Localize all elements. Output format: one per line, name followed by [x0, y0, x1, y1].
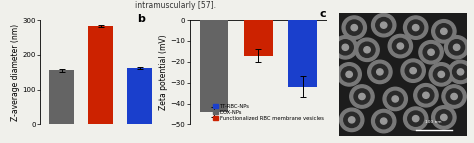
- Circle shape: [381, 118, 387, 124]
- Circle shape: [377, 69, 383, 75]
- Bar: [127, 68, 152, 124]
- Circle shape: [372, 13, 396, 37]
- Circle shape: [432, 20, 456, 43]
- Circle shape: [355, 38, 379, 61]
- Circle shape: [359, 93, 365, 100]
- Circle shape: [337, 63, 361, 86]
- Circle shape: [342, 16, 366, 39]
- Circle shape: [388, 34, 412, 58]
- Circle shape: [448, 60, 473, 84]
- Circle shape: [441, 114, 447, 120]
- Circle shape: [344, 112, 360, 128]
- Circle shape: [392, 96, 399, 102]
- Circle shape: [364, 47, 370, 53]
- Circle shape: [333, 36, 357, 59]
- Bar: [288, 20, 317, 87]
- Circle shape: [401, 59, 425, 82]
- Circle shape: [376, 113, 392, 129]
- Circle shape: [432, 106, 456, 129]
- Circle shape: [346, 71, 352, 78]
- Circle shape: [354, 89, 370, 104]
- Text: c: c: [319, 9, 326, 19]
- Bar: [244, 20, 273, 55]
- Circle shape: [350, 85, 374, 108]
- Circle shape: [436, 110, 452, 125]
- Circle shape: [412, 116, 419, 122]
- Circle shape: [453, 64, 468, 80]
- Circle shape: [359, 42, 375, 57]
- Circle shape: [351, 25, 357, 31]
- Circle shape: [445, 36, 469, 59]
- Circle shape: [403, 16, 428, 39]
- Circle shape: [339, 108, 364, 132]
- Circle shape: [397, 43, 403, 49]
- Circle shape: [457, 69, 464, 75]
- Bar: [49, 70, 74, 124]
- Legend: TT-RBC-NPs, DOX-NPs, Functionalized RBC membrane vesicles: TT-RBC-NPs, DOX-NPs, Functionalized RBC …: [212, 103, 324, 122]
- Circle shape: [433, 67, 449, 82]
- Text: b: b: [137, 14, 145, 24]
- Circle shape: [418, 88, 434, 103]
- Circle shape: [454, 44, 460, 50]
- Circle shape: [392, 38, 408, 54]
- Circle shape: [408, 111, 424, 126]
- Circle shape: [403, 107, 428, 130]
- Circle shape: [451, 93, 457, 100]
- Circle shape: [423, 92, 429, 98]
- Circle shape: [412, 25, 419, 31]
- Circle shape: [337, 40, 353, 55]
- Circle shape: [428, 49, 434, 55]
- Circle shape: [346, 20, 362, 35]
- Text: 100 nm: 100 nm: [425, 120, 442, 124]
- Circle shape: [438, 71, 445, 78]
- Circle shape: [376, 18, 392, 33]
- Circle shape: [341, 67, 357, 82]
- Y-axis label: Z-average diameter (nm): Z-average diameter (nm): [11, 24, 20, 121]
- Circle shape: [441, 28, 447, 34]
- Circle shape: [342, 44, 348, 50]
- Circle shape: [372, 64, 388, 80]
- Circle shape: [383, 87, 407, 111]
- Circle shape: [372, 109, 396, 133]
- Circle shape: [381, 22, 387, 28]
- Circle shape: [429, 63, 454, 86]
- Circle shape: [348, 117, 355, 123]
- Circle shape: [414, 84, 438, 107]
- Circle shape: [446, 89, 462, 104]
- Circle shape: [442, 85, 466, 108]
- Circle shape: [419, 41, 443, 64]
- Circle shape: [436, 24, 452, 39]
- Y-axis label: Zeta potential (mV): Zeta potential (mV): [159, 34, 168, 110]
- Circle shape: [449, 40, 465, 55]
- Text: intramuscularly [57].: intramuscularly [57].: [135, 1, 216, 10]
- Circle shape: [405, 63, 421, 78]
- Bar: [88, 26, 113, 124]
- Circle shape: [408, 20, 424, 35]
- Bar: [200, 20, 228, 112]
- Circle shape: [410, 68, 416, 74]
- Circle shape: [368, 60, 392, 84]
- Circle shape: [387, 91, 403, 107]
- Circle shape: [423, 45, 439, 60]
